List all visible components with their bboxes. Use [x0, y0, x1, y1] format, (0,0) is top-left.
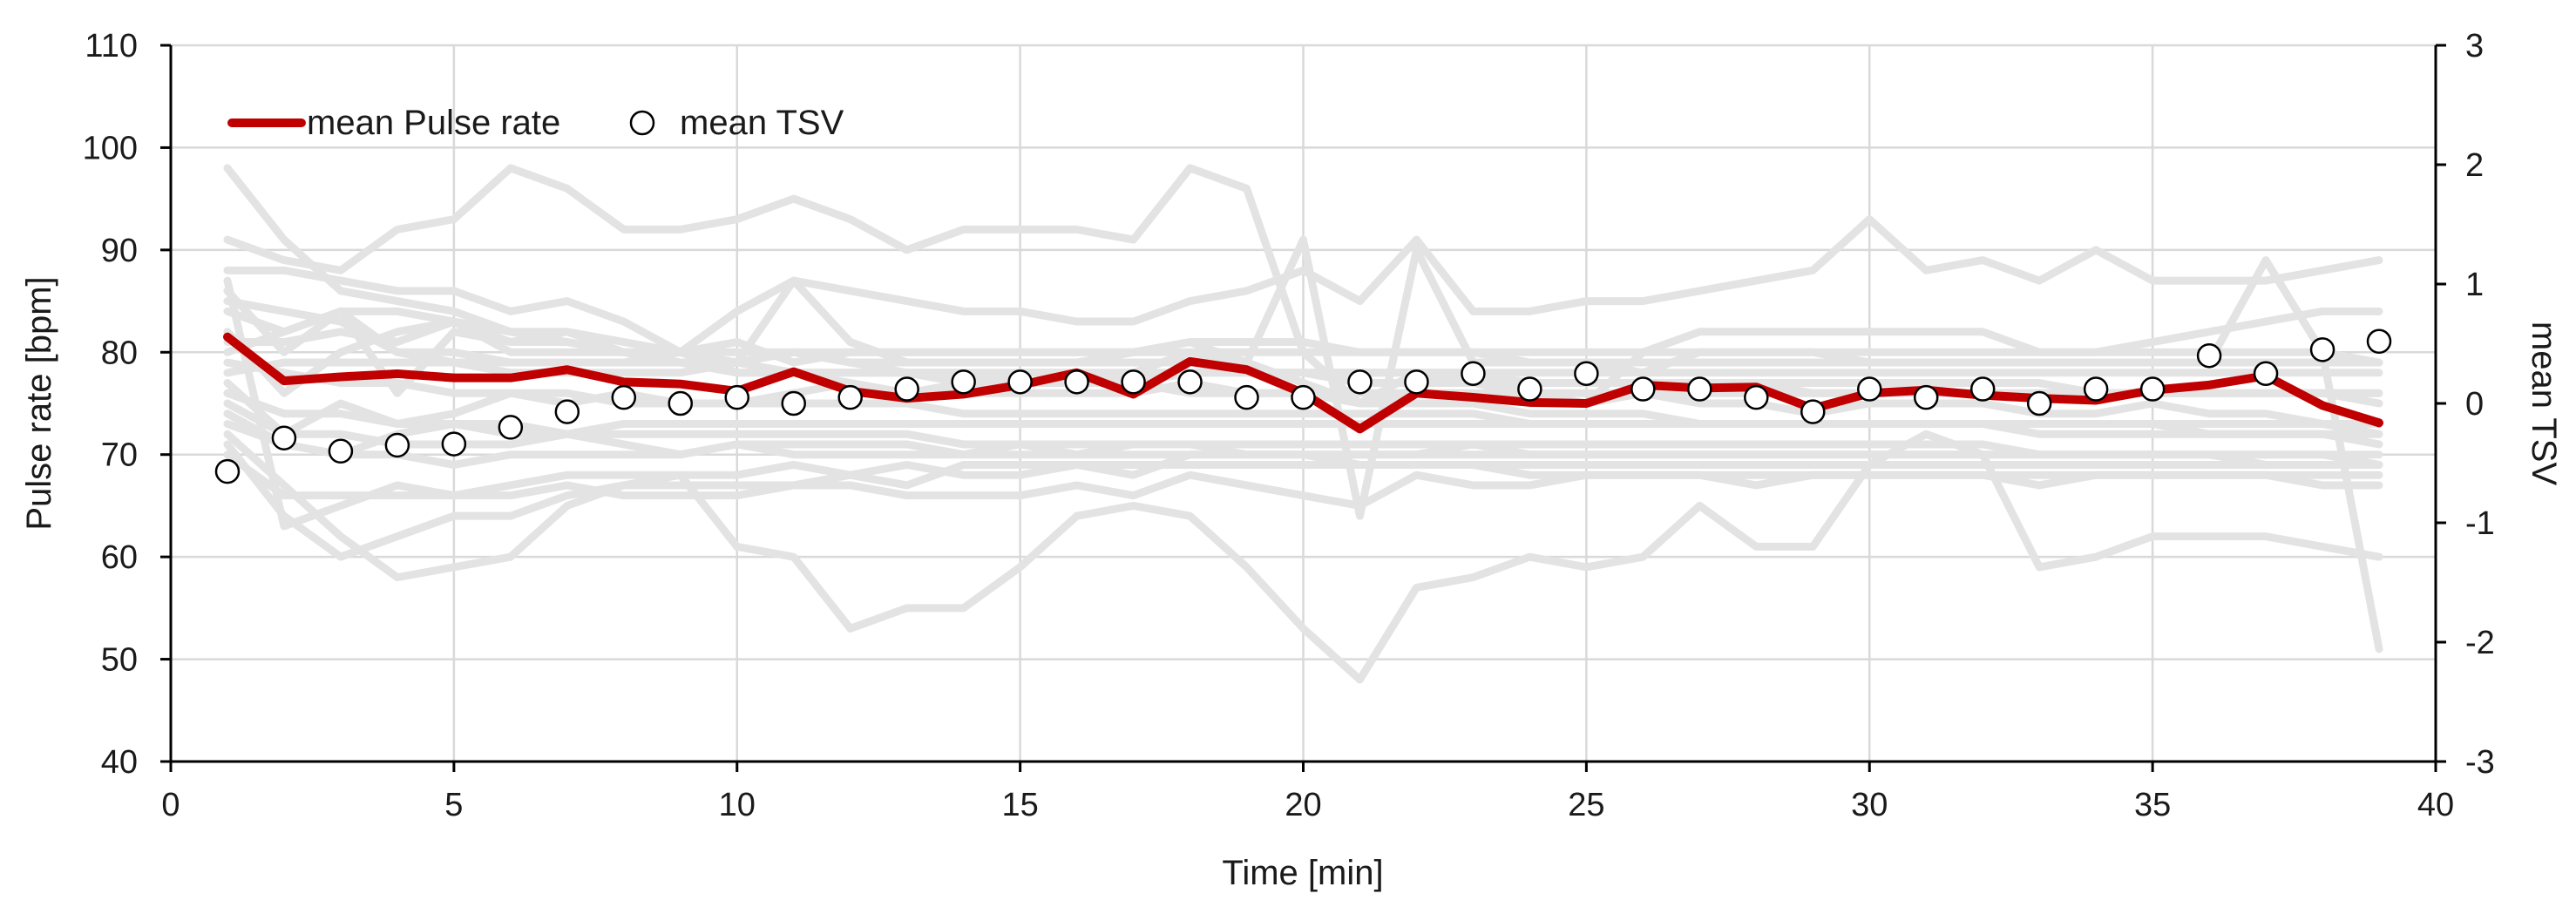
legend: mean Pulse rate mean TSV [227, 104, 844, 142]
tsv-point [214, 458, 241, 484]
tsv-point [384, 432, 410, 458]
tsv-series-layer [214, 328, 2392, 484]
y2-tick-label: -2 [2465, 625, 2495, 661]
individual-pulse-line [223, 317, 2383, 367]
axes-layer [160, 44, 2446, 772]
legend-label-mean-pulse: mean Pulse rate [307, 104, 560, 142]
y-tick-label: 70 [101, 437, 138, 474]
individual-pulse-line [223, 440, 2383, 561]
y-tick-label: 50 [101, 642, 138, 679]
x-tick-label: 0 [161, 787, 180, 823]
tsv-point [1007, 369, 1033, 395]
tsv-point [1574, 361, 1599, 386]
x-tick-label: 20 [1285, 787, 1321, 823]
y2-tick-label: -1 [2465, 505, 2495, 542]
tsv-point [951, 369, 976, 395]
tsv-point [781, 390, 806, 416]
individual-pulse-line [223, 410, 2383, 459]
y-tick-label: 60 [101, 539, 138, 576]
tsv-point [1913, 384, 1939, 410]
tsv-point [328, 438, 354, 464]
x-tick-label: 25 [1568, 787, 1604, 823]
y-axis-title: Pulse rate [bpm] [20, 276, 58, 530]
y2-tick-label: 1 [2465, 267, 2484, 303]
tsv-point [498, 415, 524, 440]
tsv-point [271, 425, 297, 450]
tsv-point [2253, 361, 2279, 386]
tsv-point [2309, 337, 2335, 362]
y2-axis-title: mean TSV [2525, 322, 2563, 486]
tsv-point [1461, 361, 1486, 386]
y2-tick-label: 3 [2465, 28, 2484, 64]
individual-pulse-line [223, 430, 2383, 582]
tsv-point [837, 384, 863, 410]
legend-swatch-mean-tsv [629, 110, 655, 136]
tsv-point [1234, 384, 1259, 410]
tsv-point [1517, 376, 1542, 402]
tsv-point [1347, 369, 1373, 395]
tsv-point [611, 384, 637, 410]
x-tick-label: 30 [1851, 787, 1888, 823]
tsv-point [2083, 376, 2109, 402]
y-tick-label: 40 [101, 744, 138, 781]
x-tick-label: 40 [2417, 787, 2454, 823]
tick-labels-layer: 0 5 10 15 20 25 30 35 40405060708090100110-3-2-1… [83, 28, 2495, 823]
tsv-point [1969, 376, 1996, 402]
tsv-point [1857, 376, 1882, 402]
legend-label-mean-tsv: mean TSV [680, 104, 844, 142]
x-tick-label: 35 [2134, 787, 2171, 823]
individual-pulse-line [223, 430, 2383, 684]
x-tick-label: 15 [1001, 787, 1038, 823]
y-tick-label: 80 [101, 335, 138, 371]
x-tick-label: 5 [444, 787, 463, 823]
tsv-point [2026, 390, 2052, 416]
y-tick-label: 110 [85, 28, 138, 64]
tsv-point [1630, 376, 1656, 402]
individual-pulse-line [223, 215, 2383, 356]
tsv-point [1687, 376, 1712, 402]
tsv-point [441, 431, 467, 457]
y2-tick-label: 0 [2465, 386, 2484, 423]
tsv-point [724, 384, 749, 410]
y2-tick-label: 2 [2465, 147, 2484, 184]
tsv-point [554, 399, 580, 424]
tsv-point [1177, 369, 1203, 395]
tsv-point [2139, 376, 2166, 402]
tsv-point [1404, 369, 1429, 395]
tsv-point [894, 376, 919, 402]
tsv-point [2366, 328, 2392, 355]
individual-pulse-line [223, 358, 2383, 377]
tsv-point [1064, 369, 1089, 395]
tsv-point [1291, 384, 1316, 410]
tsv-point [668, 390, 694, 416]
tsv-point [2196, 342, 2222, 369]
x-tick-label: 10 [719, 787, 756, 823]
x-axis-title: Time [min] [1222, 854, 1383, 892]
y-tick-label: 100 [83, 130, 138, 166]
tsv-point [1121, 369, 1146, 395]
tsv-point [1744, 384, 1769, 410]
y-tick-label: 90 [101, 233, 138, 269]
y2-tick-label: -3 [2465, 744, 2495, 781]
tsv-point [1800, 399, 1826, 424]
